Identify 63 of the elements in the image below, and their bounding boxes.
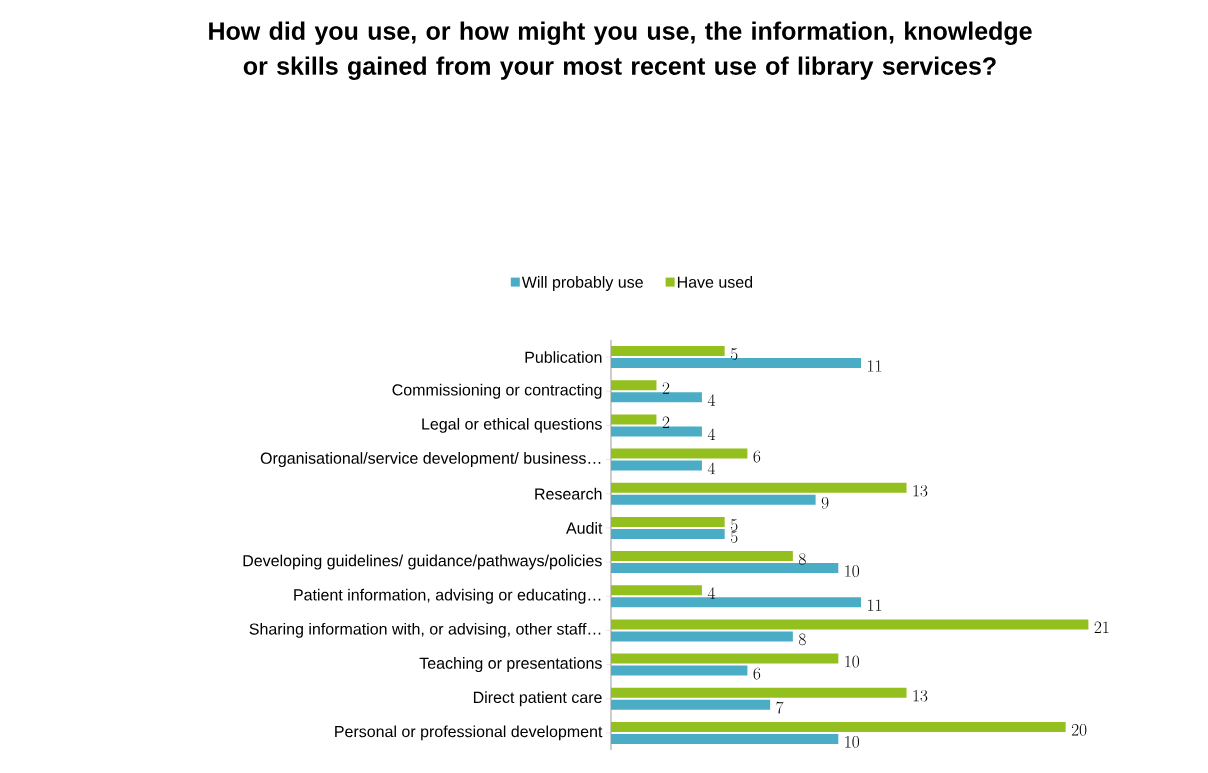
bar: [611, 733, 839, 744]
data-label: 4: [707, 462, 716, 475]
bar: [611, 551, 793, 562]
data-label: 6: [753, 450, 761, 463]
bar: [611, 528, 725, 539]
bar: [611, 721, 1066, 732]
data-label: 10: [845, 736, 860, 748]
bar: [611, 563, 839, 574]
bar: [611, 392, 702, 403]
bar: [611, 597, 862, 608]
data-label: 7: [776, 701, 784, 714]
bar: [611, 516, 725, 527]
data-label: 5: [730, 519, 738, 531]
y-tick-label: Developing guidelines/ guidance/pathways/policies: [243, 554, 602, 570]
y-tick-label: Legal or ethical questions: [422, 417, 602, 433]
data-label: 10: [845, 565, 860, 577]
data-label: 13: [913, 484, 928, 497]
bar: [611, 414, 657, 425]
data-label: 21: [1094, 621, 1109, 633]
data-label: 20: [1071, 724, 1087, 736]
bar: [611, 460, 702, 471]
bar: [611, 687, 907, 698]
bar: [611, 619, 1089, 630]
y-tick-label: Audit: [566, 522, 603, 534]
legend-label: Will probably use: [521, 276, 643, 291]
bar: [611, 448, 748, 459]
bar: [611, 585, 702, 596]
bar: [611, 482, 907, 493]
y-tick-label: Commissioning or contracting: [392, 383, 602, 399]
y-tick-label: Patient information, advising or educating…: [294, 588, 601, 604]
legend-label: Have used: [677, 276, 753, 288]
data-label: 13: [913, 689, 928, 702]
bar: [611, 346, 725, 357]
y-tick-label: Sharing information with, or advising, other staff…: [249, 622, 601, 638]
data-label: 9: [821, 496, 829, 509]
data-label: 5: [730, 531, 738, 543]
data-label: 8: [798, 553, 806, 565]
data-label: 5: [730, 348, 738, 360]
bar: [611, 494, 816, 505]
data-label: 4: [707, 587, 716, 599]
data-label: 2: [662, 382, 670, 394]
bar: [611, 358, 862, 369]
y-tick-label: Personal or professional development: [335, 725, 603, 741]
bar: [611, 380, 657, 391]
data-label: 4: [707, 428, 716, 440]
bar: [611, 653, 839, 664]
data-label: 2: [662, 416, 670, 428]
chart-title: How did you use, or how might you use, the information, knowledge or skills gained from your most recent use of library services?: [209, 21, 1032, 80]
bar: [611, 699, 771, 710]
bar: [611, 665, 748, 676]
y-tick-label: Teaching or presentations: [419, 657, 602, 673]
data-label: 10: [845, 655, 860, 668]
data-label: 11: [868, 360, 882, 372]
data-label: 6: [753, 667, 761, 680]
y-tick-label: Direct patient care: [473, 691, 602, 707]
bar: [611, 426, 702, 437]
y-tick-label: Organisational/service development/ business…: [260, 452, 601, 468]
data-label: 8: [798, 633, 806, 646]
y-tick-label: Research: [535, 487, 602, 500]
data-label: 4: [707, 394, 716, 406]
y-tick-label: Publication: [525, 351, 602, 363]
data-label: 11: [868, 599, 882, 611]
bar: [611, 631, 793, 642]
